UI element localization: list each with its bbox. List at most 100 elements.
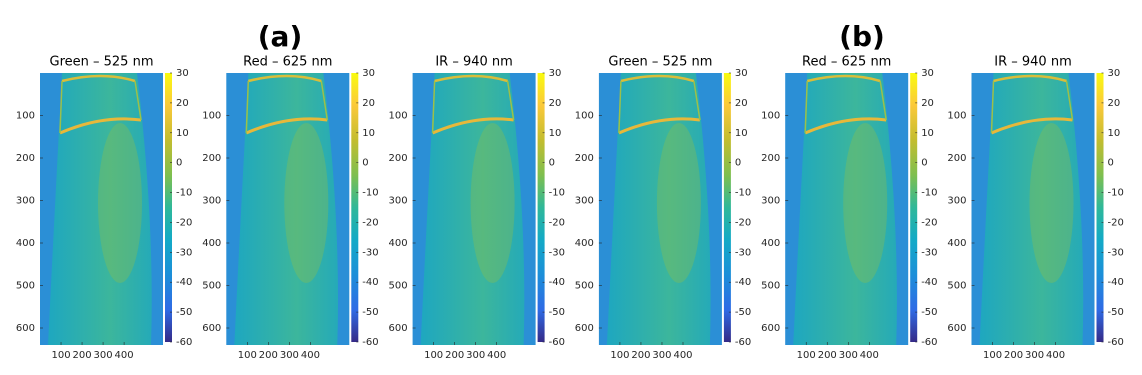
- x-tick-label: 400: [301, 350, 320, 361]
- colorbar-tick-label: -30: [362, 247, 378, 258]
- colorbar: [1096, 73, 1104, 342]
- colorbar-tick-label: -40: [921, 277, 937, 288]
- colorbar-tick-label: 20: [735, 98, 748, 109]
- y-tick-label: 600: [202, 323, 221, 334]
- x-tick-label: 200: [445, 350, 464, 361]
- colorbar-tick-label: -20: [921, 217, 937, 228]
- x-tick-label: 100: [51, 350, 70, 361]
- image-feature: [431, 80, 515, 134]
- colorbar-tick-label: -20: [176, 217, 192, 228]
- x-tick-label: 300: [280, 350, 299, 361]
- y-tick-label: 100: [575, 111, 594, 122]
- image-feature: [990, 80, 1074, 134]
- colorbar: [537, 73, 545, 342]
- panel-title: IR – 940 nm: [994, 55, 1071, 70]
- colorbar-tick-label: -10: [1108, 188, 1124, 199]
- colorbar-tick-label: 30: [549, 68, 562, 79]
- y-tick-label: 200: [202, 153, 221, 164]
- y-tick-label: 100: [202, 111, 221, 122]
- colorbar-tick-label: 20: [921, 98, 934, 109]
- image-sample: [48, 73, 152, 345]
- x-tick-label: 300: [1025, 350, 1044, 361]
- colorbar-tick-label: -30: [176, 247, 192, 258]
- panel-title: Green – 525 nm: [608, 55, 712, 70]
- y-tick-label: 300: [389, 196, 408, 207]
- colorbar-tick-label: -10: [549, 188, 565, 199]
- y-tick-label: 100: [16, 111, 35, 122]
- colorbar-tick-label: -40: [1108, 277, 1124, 288]
- colorbar-tick-label: 30: [735, 68, 748, 79]
- y-tick-label: 600: [575, 323, 594, 334]
- y-tick-label: 100: [947, 111, 966, 122]
- x-tick-label: 100: [797, 350, 816, 361]
- y-tick-label: 300: [947, 196, 966, 207]
- colorbar-tick-label: 0: [1108, 158, 1114, 169]
- y-tick-label: 200: [761, 153, 780, 164]
- colorbar-tick-label: 0: [735, 158, 741, 169]
- y-tick-label: 300: [761, 196, 780, 207]
- image-sample: [606, 73, 711, 345]
- colorbar-tick-label: -50: [1108, 307, 1124, 318]
- image-feature: [432, 117, 514, 135]
- colorbar-tick-label: 10: [176, 128, 189, 139]
- y-tick-label: 200: [947, 153, 966, 164]
- panel-title: Red – 625 nm: [802, 55, 891, 70]
- y-tick-label: 200: [389, 153, 408, 164]
- colorbar-tick-label: -60: [176, 337, 192, 348]
- colorbar-tick-label: -50: [735, 307, 751, 318]
- image-feature: [98, 123, 142, 283]
- colorbar-tick-label: 10: [1108, 128, 1121, 139]
- y-tick-label: 400: [202, 238, 221, 249]
- x-tick-label: 200: [631, 350, 650, 361]
- y-tick-label: 200: [16, 153, 35, 164]
- image-sample: [979, 73, 1084, 345]
- x-tick-label: 300: [839, 350, 858, 361]
- y-tick-label: 600: [16, 323, 35, 334]
- colorbar-tick-label: -20: [735, 217, 751, 228]
- colorbar-tick-label: -40: [549, 277, 565, 288]
- colorbar-tick-label: -20: [362, 217, 378, 228]
- y-tick-label: 400: [16, 238, 35, 249]
- x-tick-label: 100: [238, 350, 257, 361]
- colorbar-tick-label: 0: [549, 158, 555, 169]
- colorbar-tick-label: -10: [921, 188, 937, 199]
- y-tick-label: 100: [761, 111, 780, 122]
- image-sample: [234, 73, 339, 345]
- x-tick-label: 200: [1004, 350, 1023, 361]
- colorbar-tick-label: -50: [549, 307, 565, 318]
- colorbar-tick-label: -60: [1108, 337, 1124, 348]
- x-tick-label: 300: [94, 350, 113, 361]
- colorbar-tick-label: -30: [1108, 247, 1124, 258]
- colorbar-tick-label: -10: [176, 188, 192, 199]
- image-feature: [61, 74, 136, 83]
- image-feature: [618, 117, 701, 135]
- panel-title: IR – 940 nm: [435, 55, 512, 70]
- colorbar-tick-label: 10: [549, 128, 562, 139]
- colorbar-tick-label: 10: [362, 128, 375, 139]
- y-tick-label: 500: [202, 281, 221, 292]
- image-feature: [59, 80, 142, 134]
- colorbar-tick-label: 30: [362, 68, 375, 79]
- x-tick-label: 300: [652, 350, 671, 361]
- colorbar-tick-label: -30: [921, 247, 937, 258]
- y-tick-label: 500: [761, 281, 780, 292]
- colorbar-tick-label: 20: [176, 98, 189, 109]
- colorbar-tick-label: -40: [176, 277, 192, 288]
- x-tick-label: 400: [673, 350, 692, 361]
- image-feature: [245, 80, 329, 134]
- group-label: (b): [839, 20, 885, 53]
- colorbar: [165, 73, 172, 342]
- image-feature: [993, 74, 1067, 83]
- y-tick-label: 400: [947, 238, 966, 249]
- y-tick-label: 200: [575, 153, 594, 164]
- y-tick-label: 400: [389, 238, 408, 249]
- x-tick-label: 200: [818, 350, 837, 361]
- x-tick-label: 400: [487, 350, 506, 361]
- panel-title: Green – 525 nm: [50, 55, 154, 70]
- image-feature: [284, 123, 329, 283]
- colorbar-tick-label: -60: [549, 337, 565, 348]
- image-sample: [420, 73, 525, 345]
- y-tick-label: 300: [202, 196, 221, 207]
- image-feature: [804, 80, 887, 134]
